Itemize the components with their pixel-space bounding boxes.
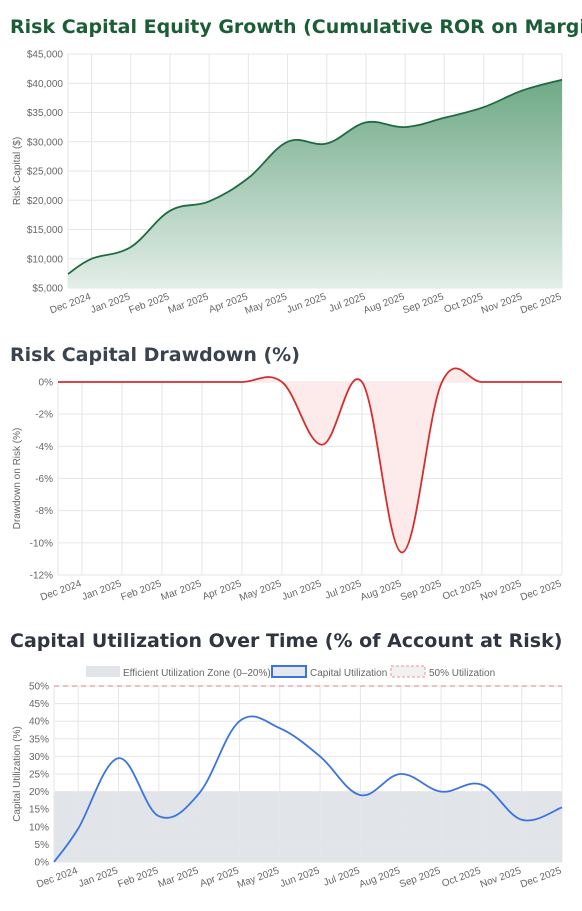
y-tick-label: $15,000 [27,225,64,236]
y-tick-label: -6% [35,474,53,485]
drawdown-chart-title: Risk Capital Drawdown (%) [10,344,300,366]
x-tick-label: Aug 2025 [362,291,406,316]
y-tick-label: 30% [29,752,49,763]
y-tick-label: $40,000 [27,79,64,90]
x-tick-label: Dec 2025 [519,865,563,890]
y-tick-label: $35,000 [27,108,64,119]
y-tick-label: -4% [35,442,53,453]
y-tick-label: -12% [30,571,53,582]
x-tick-label: Oct 2025 [441,578,483,602]
x-tick-label: May 2025 [238,578,283,604]
y-tick-label: $10,000 [27,254,64,265]
x-tick-label: Nov 2025 [479,865,523,890]
y-tick-label: -10% [30,538,53,549]
x-tick-label: Oct 2025 [440,865,482,889]
series-line [57,367,562,554]
legend-swatch-utilization [271,665,307,678]
x-tick-label: Jul 2025 [324,578,364,601]
x-tick-label: Jan 2025 [89,291,132,316]
x-tick-label: Apr 2025 [201,578,243,602]
x-tick-label: Dec 2025 [519,578,563,603]
y-tick-label: 10% [29,822,49,833]
utilization-chart: 0%5%10%15%20%25%30%35%40%45%50%Dec 2024J… [12,665,563,891]
equity-growth-chart: $5,000 $10,000 $15,000 $20,000 $25,000 $30,00… [12,50,563,317]
y-tick-label: $5,000 [32,284,63,295]
x-tick-label: Apr 2025 [199,865,241,889]
equity-chart-title: Risk Capital Equity Growth (Cumulative R… [10,16,582,38]
y-axis-title: Drawdown on Risk (%) [12,428,23,530]
x-tick-label: Dec 2024 [39,578,83,603]
x-tick-label: Nov 2025 [480,291,524,316]
y-axis-title: Capital Utilization (%) [12,726,23,822]
y-tick-label: 20% [29,787,49,798]
series-area-fill [68,79,562,288]
series-area-fill [58,368,562,553]
series-line [53,715,563,863]
x-tick-label: Mar 2025 [157,865,201,890]
x-tick-label: Apr 2025 [207,291,249,315]
x-tick-label: Feb 2025 [127,291,171,316]
x-tick-label: Jul 2025 [322,865,362,888]
y-tick-label: $25,000 [27,167,64,178]
x-tick-label: Oct 2025 [443,291,485,315]
x-tick-label: Feb 2025 [116,865,160,890]
y-tick-label: 5% [35,840,50,851]
y-tick-label: $30,000 [27,137,64,148]
y-tick-label: 45% [29,699,49,710]
x-tick-label: Jun 2025 [281,578,324,603]
y-tick-label: $20,000 [27,196,64,207]
x-tick-label: Sep 2025 [398,865,442,890]
chart-legend: Efficient Utilization Zone (0–20%) Capita… [86,665,495,679]
x-tick-label: Dec 2024 [49,291,93,316]
x-tick-label: Mar 2025 [167,291,211,316]
y-tick-label: 15% [29,805,49,816]
y-tick-label: 0% [35,858,50,869]
x-tick-label: Nov 2025 [479,578,523,603]
utilization-chart-title: Capital Utilization Over Time (% of Acco… [10,630,563,652]
x-tick-label: Jun 2025 [279,865,322,890]
x-tick-label: Aug 2025 [358,865,402,890]
x-tick-label: Jan 2025 [81,578,124,603]
x-tick-label: Dec 2024 [35,865,79,890]
x-tick-label: Sep 2025 [399,578,443,603]
y-tick-label: $45,000 [27,50,64,61]
legend-label-zone: Efficient Utilization Zone (0–20%) [123,668,271,679]
series-line [67,78,563,275]
x-tick-label: Mar 2025 [160,578,204,603]
legend-label-utilization: Capital Utilization [310,668,387,679]
x-tick-label: Jul 2025 [328,291,368,314]
x-tick-label: May 2025 [244,291,289,317]
y-tick-label: 0% [39,378,54,389]
y-tick-label: 40% [29,717,49,728]
legend-swatch-50pct [390,665,426,678]
x-tick-label: Jan 2025 [77,865,120,890]
y-tick-label: -2% [35,410,53,421]
y-tick-label: 50% [29,682,49,693]
y-tick-label: -8% [35,506,53,517]
x-tick-label: Jun 2025 [285,291,328,316]
legend-label-50pct: 50% Utilization [429,668,495,679]
y-tick-label: 35% [29,734,49,745]
x-tick-label: Dec 2025 [519,291,563,316]
x-tick-label: May 2025 [236,865,281,891]
y-axis-title: Risk Capital ($) [12,137,23,205]
y-tick-label: 25% [29,770,49,781]
x-tick-label: Sep 2025 [401,291,445,316]
x-tick-label: Aug 2025 [359,578,403,603]
x-tick-label: Feb 2025 [120,578,164,603]
legend-swatch-zone [86,666,120,677]
